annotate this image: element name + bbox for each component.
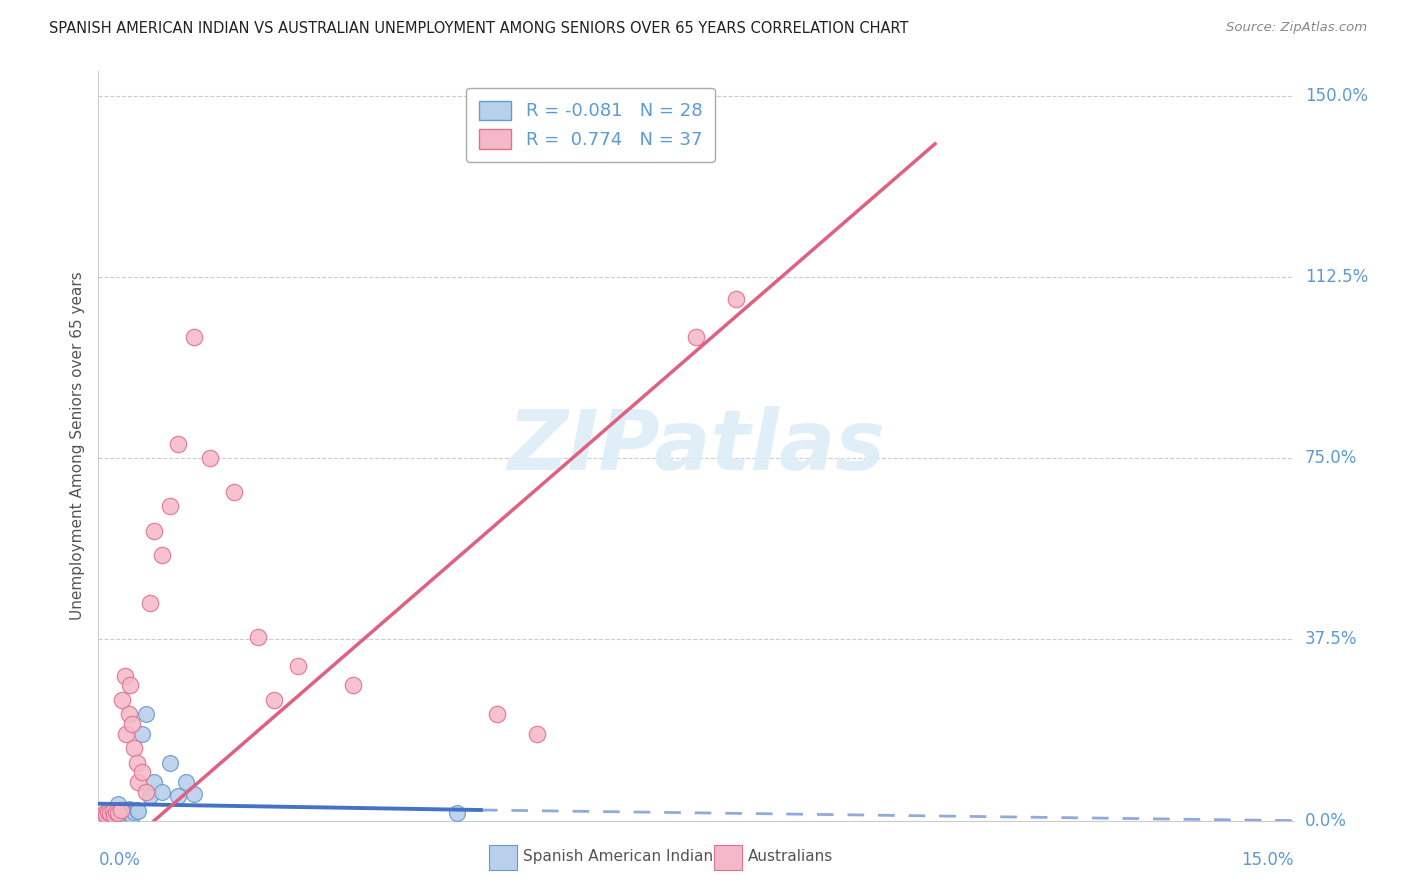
Point [287, 659, 309, 673]
Point [263, 693, 285, 707]
Point [114, 807, 136, 822]
Point [485, 707, 508, 722]
Text: 112.5%: 112.5% [1305, 268, 1368, 285]
Point [246, 630, 269, 644]
Text: Source: ZipAtlas.com: Source: ZipAtlas.com [1226, 21, 1367, 34]
Point [159, 756, 181, 770]
Point [125, 803, 148, 817]
Point [124, 805, 146, 819]
Point [101, 804, 124, 818]
Point [94, 806, 117, 821]
Text: SPANISH AMERICAN INDIAN VS AUSTRALIAN UNEMPLOYMENT AMONG SENIORS OVER 65 YEARS C: SPANISH AMERICAN INDIAN VS AUSTRALIAN UN… [49, 21, 908, 36]
Point [724, 292, 747, 306]
Point [115, 726, 138, 740]
Legend: R = -0.081   N = 28, R =  0.774   N = 37: R = -0.081 N = 28, R = 0.774 N = 37 [465, 88, 714, 162]
Text: Spanish American Indians: Spanish American Indians [523, 849, 721, 863]
Point [98, 806, 122, 821]
Point [103, 805, 125, 819]
Point [135, 707, 157, 722]
Point [94, 809, 117, 823]
Point [124, 741, 146, 756]
Point [174, 775, 197, 789]
Point [150, 784, 173, 798]
Text: 15.0%: 15.0% [1241, 851, 1294, 869]
Point [111, 804, 134, 818]
Point [183, 330, 205, 344]
Point [104, 805, 127, 819]
Point [91, 809, 114, 823]
Point [97, 809, 120, 823]
Text: 37.5%: 37.5% [1305, 631, 1357, 648]
Point [127, 804, 149, 818]
Point [97, 805, 120, 819]
Point [121, 809, 143, 823]
Point [139, 789, 162, 804]
Point [110, 806, 132, 821]
Point [127, 775, 149, 789]
Point [103, 807, 125, 822]
Point [446, 806, 468, 821]
Point [96, 806, 118, 821]
Point [120, 806, 142, 821]
Point [104, 809, 127, 823]
Point [114, 668, 136, 682]
Y-axis label: Unemployment Among Seniors over 65 years: Unemployment Among Seniors over 65 years [69, 272, 84, 620]
Point [183, 787, 205, 801]
Text: 0.0%: 0.0% [1305, 812, 1347, 830]
Point [342, 678, 364, 692]
Point [143, 775, 166, 789]
Point [685, 330, 707, 344]
Point [98, 807, 122, 822]
Point [135, 784, 157, 798]
Text: 75.0%: 75.0% [1305, 449, 1357, 467]
Point [167, 436, 190, 450]
Point [118, 707, 141, 722]
Point [120, 678, 142, 692]
Text: ZIPatlas: ZIPatlas [508, 406, 884, 486]
Point [96, 807, 118, 822]
Point [143, 524, 166, 538]
Point [167, 789, 190, 804]
Point [118, 801, 141, 815]
Point [107, 797, 129, 811]
Point [125, 756, 148, 770]
Point [222, 484, 245, 499]
Point [131, 765, 153, 780]
Point [198, 451, 221, 466]
Text: 0.0%: 0.0% [98, 851, 141, 869]
Text: 150.0%: 150.0% [1305, 87, 1368, 104]
Point [107, 806, 129, 821]
Text: Australians: Australians [748, 849, 834, 863]
Point [101, 804, 124, 818]
Point [110, 803, 132, 817]
Point [139, 596, 162, 610]
Point [131, 726, 153, 740]
Point [150, 548, 173, 562]
Point [115, 805, 138, 819]
Point [111, 693, 134, 707]
Point [159, 500, 181, 514]
Point [526, 726, 548, 740]
Point [121, 717, 143, 731]
